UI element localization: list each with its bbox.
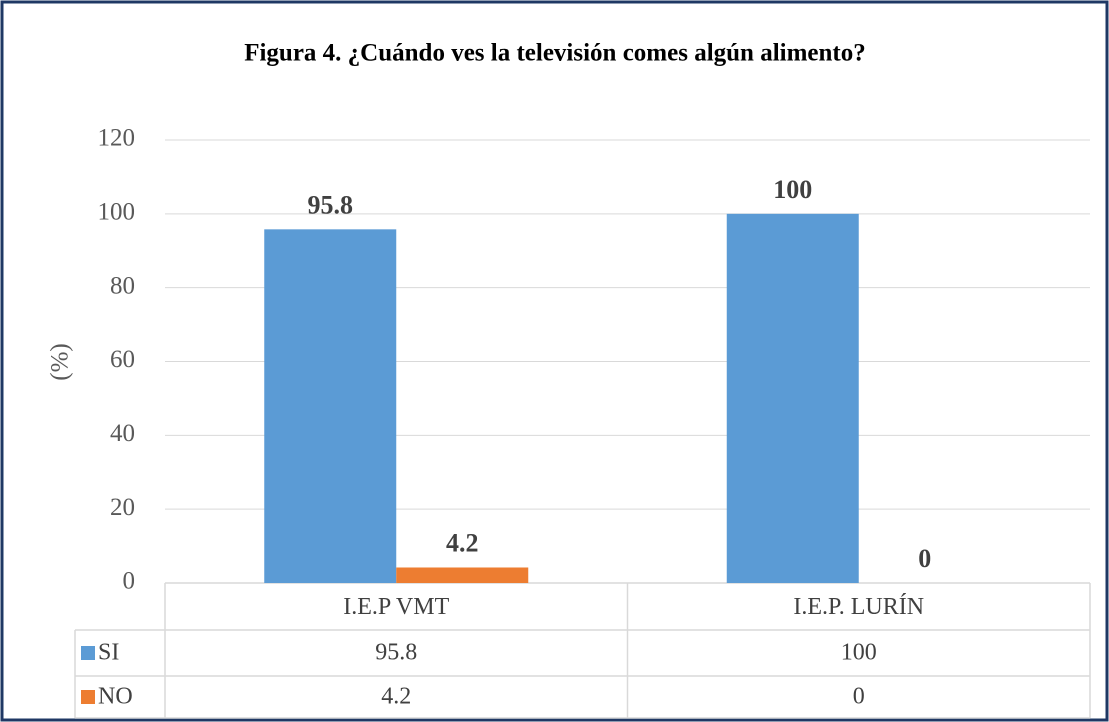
y-tick-label: 60 (110, 346, 135, 373)
table-cell: 4.2 (381, 684, 411, 710)
x-tick-label: I.E.P VMT (343, 594, 449, 620)
data-label: 4.2 (446, 528, 479, 557)
legend-swatch (81, 690, 95, 704)
data-label: 100 (773, 175, 812, 204)
y-tick-label: 100 (98, 199, 136, 226)
table-cell: 0 (853, 684, 865, 710)
bar (264, 229, 397, 584)
table-cell: 95.8 (375, 640, 417, 666)
data-label: 95.8 (308, 190, 354, 219)
y-tick-label: 0 (123, 568, 136, 595)
legend-label: SI (98, 640, 119, 666)
y-tick-label: 80 (110, 272, 135, 299)
y-axis-label: (%) (47, 343, 74, 380)
bar (726, 213, 859, 584)
x-tick-label: I.E.P. LURÍN (793, 594, 924, 620)
bar (396, 567, 529, 583)
legend-label: NO (98, 684, 133, 710)
data-label: 0 (918, 544, 931, 573)
table-cell: 100 (841, 640, 877, 666)
chart-title: Figura 4. ¿Cuándo ves la televisión come… (244, 40, 866, 67)
legend-swatch (81, 646, 95, 660)
y-tick-label: 20 (110, 494, 135, 521)
y-tick-label: 40 (110, 420, 135, 447)
y-tick-label: 120 (98, 125, 136, 152)
